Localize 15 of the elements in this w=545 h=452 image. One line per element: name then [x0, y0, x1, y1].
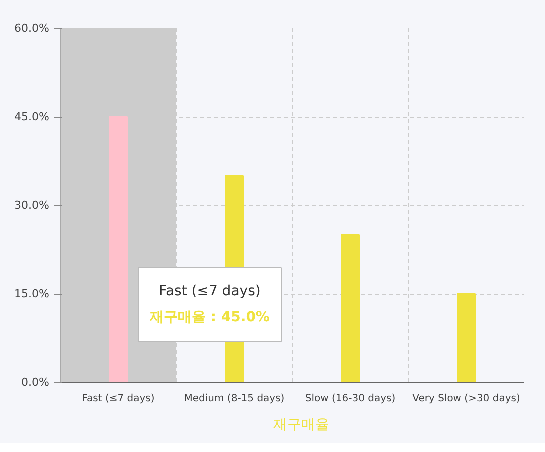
text: 재구매율 [274, 416, 330, 434]
x-tick-label: Slow (16-30 days) [305, 394, 396, 404]
annotation: Fast (≤7 days) [159, 283, 261, 300]
bar [341, 234, 360, 382]
y-tick-label: 30.0% [14, 199, 50, 212]
y-tick-label: 15.0% [14, 288, 50, 300]
x-tick-label: Very Slow (>30 days) [412, 394, 520, 404]
bar [457, 294, 476, 382]
y-tick-label: 60.0% [14, 22, 50, 35]
y-tick-label: 0.0% [22, 376, 50, 389]
y-tick-label: 45.0% [14, 110, 50, 124]
annotation: 재구매율 : 45.0% [149, 310, 270, 326]
x-tick-label: Medium (8-15 days) [184, 394, 285, 404]
x-tick-label: Fast (≤7 days) [82, 394, 155, 404]
bar [109, 116, 128, 382]
